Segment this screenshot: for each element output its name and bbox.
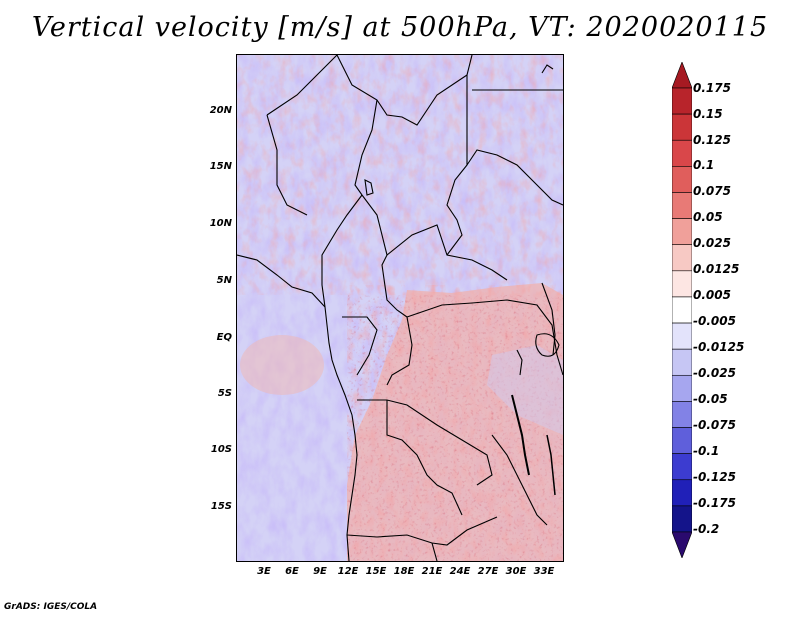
colorbar-label-neg0.125: -0.125 bbox=[693, 470, 736, 484]
border-2 bbox=[354, 99, 378, 196]
colorbar-segment bbox=[672, 166, 692, 193]
lon-label-30e: 30E bbox=[505, 566, 527, 577]
lon-label-18e: 18E bbox=[393, 566, 415, 577]
lon-label-27e: 27E bbox=[477, 566, 499, 577]
lat-label-15n: 15N bbox=[209, 161, 232, 172]
colorbar-segment bbox=[672, 479, 692, 507]
colorbar-segment bbox=[672, 505, 692, 533]
colorbar-segment bbox=[672, 139, 692, 167]
map-plot-area bbox=[236, 54, 564, 562]
lake-chad-region bbox=[364, 179, 374, 196]
lat-label-20n: 20N bbox=[209, 105, 232, 116]
colorbar-segment bbox=[672, 113, 692, 141]
colorbar-label-0.125: 0.125 bbox=[693, 133, 731, 147]
colorbar-label-0.175: 0.175 bbox=[693, 81, 731, 95]
border-14 bbox=[357, 399, 493, 486]
coastline bbox=[237, 254, 358, 561]
border-19 bbox=[541, 282, 556, 356]
colorbar-label-neg0.05: -0.05 bbox=[693, 392, 728, 406]
colorbar-label-neg0.1: -0.1 bbox=[693, 444, 720, 458]
colorbar-label-neg0.175: -0.175 bbox=[693, 496, 736, 510]
colorbar-segment bbox=[672, 87, 692, 115]
colorbar-label-neg0.2: -0.2 bbox=[693, 522, 720, 536]
colorbar-label-0.025: 0.025 bbox=[693, 236, 731, 250]
colorbar-label-0.15: 0.15 bbox=[693, 107, 723, 121]
border-11 bbox=[386, 316, 413, 386]
lat-label-5n: 5N bbox=[216, 275, 232, 286]
lake-kivu bbox=[516, 349, 523, 376]
colorbar-label-neg0.025: -0.025 bbox=[693, 366, 736, 380]
border-3 bbox=[266, 55, 338, 116]
border-9 bbox=[321, 194, 363, 308]
coast-east-top bbox=[541, 64, 554, 74]
colorbar bbox=[672, 62, 692, 558]
velocity-map bbox=[237, 55, 563, 561]
colorbar-label-0.075: 0.075 bbox=[693, 184, 731, 198]
colorbar-segment bbox=[672, 296, 692, 324]
field-blue-lake-region bbox=[487, 345, 563, 435]
colorbar-label-0.1: 0.1 bbox=[693, 158, 715, 172]
field-dark-red-speckles bbox=[347, 295, 563, 561]
chart-title: Vertical velocity [m/s] at 500hPa, VT: 2… bbox=[31, 12, 769, 43]
lon-label-24e: 24E bbox=[449, 566, 471, 577]
colorbar-label-neg0.075: -0.075 bbox=[693, 418, 736, 432]
grads-credit: GrADS: IGES/COLA bbox=[4, 602, 98, 612]
lon-label-9e: 9E bbox=[313, 566, 327, 577]
lat-label-5s: 5S bbox=[217, 388, 232, 399]
country-borders bbox=[237, 55, 563, 561]
lon-label-33e: 33E bbox=[533, 566, 555, 577]
colorbar-label-neg0.005: -0.005 bbox=[693, 314, 736, 328]
border-6 bbox=[466, 149, 563, 206]
colorbar-segment bbox=[672, 401, 692, 428]
field-red-patch-ocean bbox=[240, 335, 324, 395]
lon-label-15e: 15E bbox=[365, 566, 387, 577]
lake-victoria bbox=[535, 333, 560, 357]
colorbar-segment bbox=[672, 270, 692, 298]
border-4 bbox=[266, 114, 308, 216]
lake-malawi bbox=[546, 434, 556, 496]
colorbar-label-0.0125: 0.0125 bbox=[693, 262, 740, 276]
colorbar-segment bbox=[672, 453, 692, 481]
border-18 bbox=[431, 542, 438, 561]
lon-label-6e: 6E bbox=[285, 566, 299, 577]
lake-tanganyika bbox=[511, 394, 530, 476]
field-red-noise-north bbox=[237, 55, 563, 295]
colorbar-label-0.005: 0.005 bbox=[693, 288, 731, 302]
border-13 bbox=[406, 299, 563, 376]
lon-label-12e: 12E bbox=[337, 566, 359, 577]
border-12 bbox=[342, 316, 378, 376]
lat-label-15s: 15S bbox=[210, 501, 232, 512]
colorbar-segment bbox=[672, 531, 692, 558]
lat-label-10n: 10N bbox=[209, 218, 232, 229]
colorbar-segment bbox=[672, 62, 692, 89]
colorbar-segment bbox=[672, 244, 692, 272]
lat-label-10s: 10S bbox=[210, 444, 232, 455]
colorbar-segment bbox=[672, 348, 692, 376]
colorbar-segment bbox=[672, 322, 692, 350]
lat-label-eq: EQ bbox=[216, 332, 232, 343]
colorbar-segment bbox=[672, 374, 692, 402]
colorbar-label-neg0.0125: -0.0125 bbox=[693, 340, 745, 354]
border-8 bbox=[361, 194, 408, 318]
colorbar-label-0.05: 0.05 bbox=[693, 210, 723, 224]
border-16 bbox=[491, 434, 548, 526]
colorbar-segment bbox=[672, 218, 692, 246]
colorbar-segment bbox=[672, 192, 692, 219]
border-1 bbox=[336, 55, 473, 126]
lon-label-21e: 21E bbox=[421, 566, 443, 577]
lon-label-3e: 3E bbox=[257, 566, 271, 577]
colorbar-segment bbox=[672, 427, 692, 454]
border-15 bbox=[386, 400, 463, 516]
border-10 bbox=[386, 224, 508, 281]
